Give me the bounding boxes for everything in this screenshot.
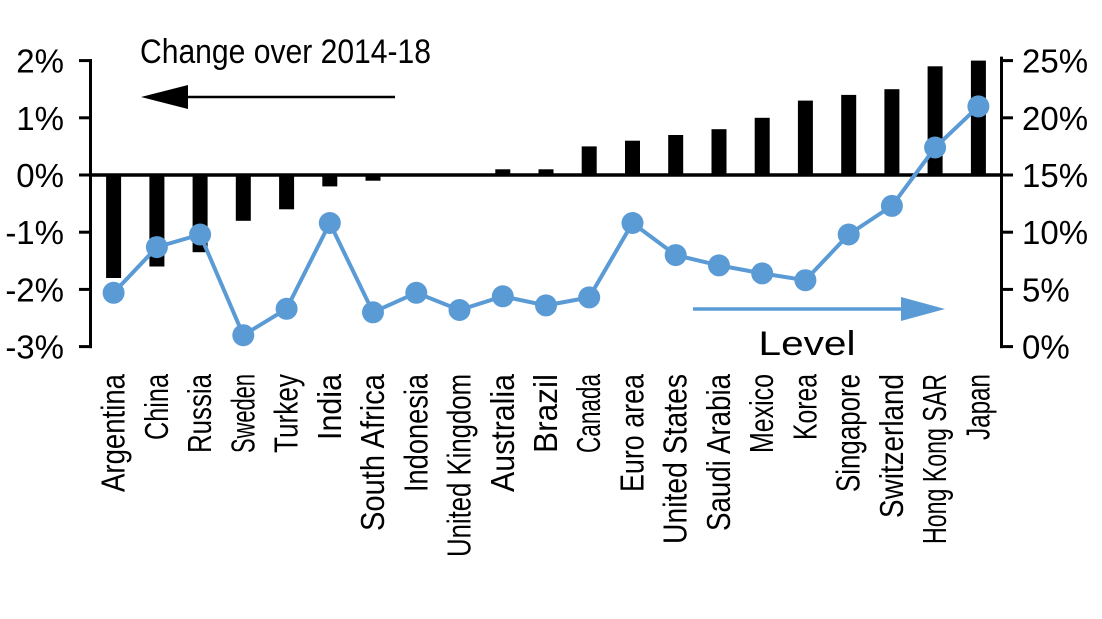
category-label-saudi-arabia: Saudi Arabia [700,373,737,531]
line-marker-saudi-arabia [708,254,730,277]
category-label-united-kingdom: United Kingdom [441,374,478,557]
line-marker-russia [189,223,212,246]
line-series [102,95,990,347]
left-axis-tick-label: -1% [5,214,64,251]
category-labels: Argentina China Russia Sweden Turkey India Sou… [95,373,997,557]
bar-euro-area [625,140,640,175]
category-label-south-africa: South Africa [354,373,391,531]
left-axis-tick-label: 0% [16,157,64,194]
line-marker-south-africa [362,301,384,324]
category-label-hong-kong-sar: Hong Kong SAR [916,374,953,544]
left-axis-tick-label: 1% [16,100,64,137]
bar-series-annotation: Change over 2014-18 [140,33,431,109]
bar-saudi-arabia [711,129,727,175]
line-marker-sweden [232,324,255,347]
right-axis-tick-label: 25% [1022,43,1088,80]
category-label-switzerland: Switzerland [873,374,910,518]
right-axis-tick-label: 5% [1022,271,1070,308]
line-marker-indonesia [405,281,428,304]
bar-united-states [668,135,684,175]
category-label-brazil: Brazil [527,374,564,453]
category-label-sweden: Sweden [224,374,261,453]
line-marker-australia [491,285,514,308]
arrow-right-icon [693,297,945,321]
axes: 2% 1% 0% -1% -2% -3% 25% 20% 15% 10% 5% 0% [5,43,1088,366]
category-label-united-states: United States [657,374,694,544]
category-label-china: China [138,374,175,440]
bar-india [322,175,338,187]
category-label-russia: Russia [181,373,218,453]
right-axis-tick-label: 0% [1022,329,1070,366]
line-marker-singapore [837,223,860,246]
category-label-singapore: Singapore [830,374,867,492]
left-axis-tick-label: -2% [5,271,64,308]
bar-canada [581,146,597,175]
category-label-india: India [311,373,348,440]
right-axis-tick-label: 10% [1022,214,1088,251]
line-marker-euro-area [621,212,644,234]
line-marker-united-states [664,244,687,267]
line-series-annotation: Level [693,297,945,363]
arrow-left-icon [141,85,395,109]
line-series-annotation-label: Level [759,325,856,363]
category-label-australia: Australia [484,373,521,492]
line-marker-korea [794,269,817,292]
right-axis-tick-label: 20% [1022,100,1088,137]
right-axis-tick-label: 15% [1022,157,1088,194]
category-label-argentina: Argentina [95,373,132,492]
bar-korea [797,100,813,175]
line-marker-argentina [102,281,125,304]
bar-argentina [106,175,122,278]
category-label-korea: Korea [786,374,823,440]
category-label-mexico: Mexico [743,374,780,453]
line-marker-hong-kong-sar [924,136,947,159]
line-marker-japan [967,95,990,118]
left-axis-tick-label: 2% [16,43,64,80]
bar-brazil [538,169,554,175]
category-label-indonesia: Indonesia [397,373,434,492]
line-marker-mexico [751,262,774,285]
line-marker-united-kingdom [448,299,471,321]
line-marker-india [318,212,341,234]
bar-turkey [279,175,295,210]
category-label-turkey: Turkey [268,374,305,453]
bar-japan [970,60,986,175]
category-label-canada: Canada [570,374,607,453]
left-axis-tick-label: -3% [5,329,64,366]
bar-australia [495,169,511,175]
category-label-euro-area: Euro area [614,373,651,492]
line-marker-canada [578,286,601,309]
line-marker-switzerland [880,194,903,217]
line-marker-turkey [275,297,298,320]
bar-singapore [841,94,857,175]
bar-south-africa [365,175,381,181]
bar-series-annotation-label: Change over 2014-18 [140,33,431,71]
category-label-japan: Japan [959,374,996,440]
line-marker-china [145,236,168,259]
bar-mexico [754,117,770,175]
bar-hong-kong-sar [927,66,943,175]
bar-sweden [235,175,251,221]
bar-series [106,60,986,278]
line-marker-brazil [535,294,557,317]
bar-switzerland [884,89,900,175]
